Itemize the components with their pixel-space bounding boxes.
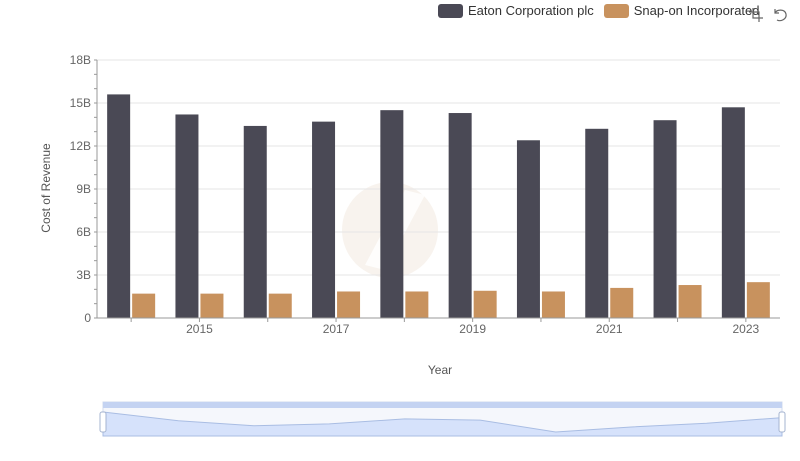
y-axis-title: Cost of Revenue: [39, 143, 53, 233]
data-zoom-slider[interactable]: [99, 401, 786, 437]
bar-snap-on-2015[interactable]: [200, 293, 224, 318]
legend: Eaton Corporation plc Snap-on Incorporat…: [438, 3, 770, 18]
bar-snap-on-2021[interactable]: [610, 287, 634, 318]
bar-eaton-2017[interactable]: [312, 121, 336, 318]
x-axis: 2015 2017 2019 2021 2023: [97, 317, 780, 336]
x-tick-label: 2015: [186, 322, 213, 336]
y-axis: 0 3B 6B 9B 12B 15B 18B: [70, 53, 98, 325]
bar-eaton-2020[interactable]: [516, 140, 540, 318]
x-axis-title: Year: [427, 363, 453, 377]
y-tick-label: 3B: [76, 268, 91, 282]
y-tick-label: 6B: [76, 225, 91, 239]
bar-snap-on-2020[interactable]: [541, 291, 565, 318]
bar-eaton-2023[interactable]: [721, 107, 745, 318]
zoom-drag-bar[interactable]: [103, 402, 782, 408]
bar-eaton-2021[interactable]: [585, 128, 609, 318]
legend-item-snap-on[interactable]: Snap-on Incorporated: [603, 3, 760, 18]
legend-item-eaton[interactable]: Eaton Corporation plc: [438, 3, 594, 18]
bar-snap-on-2019[interactable]: [473, 290, 497, 318]
zoom-icon[interactable]: [747, 6, 765, 24]
bar-snap-on-2016[interactable]: [268, 293, 292, 318]
grid: [97, 59, 780, 319]
legend-label-eaton: Eaton Corporation plc: [468, 3, 594, 18]
legend-swatch-eaton: [438, 3, 463, 18]
bar-eaton-2019[interactable]: [448, 113, 472, 319]
bar-eaton-2022[interactable]: [653, 120, 677, 318]
x-tick-label: 2021: [596, 322, 623, 336]
bars: [107, 94, 770, 319]
x-tick-label: 2023: [732, 322, 759, 336]
y-tick-label: 15B: [70, 96, 91, 110]
x-tick-label: 2017: [323, 322, 350, 336]
bar-snap-on-2018[interactable]: [405, 291, 429, 318]
y-tick-label: 9B: [76, 182, 91, 196]
bar-eaton-2014[interactable]: [107, 94, 131, 319]
bar-snap-on-2017[interactable]: [337, 291, 361, 318]
restore-icon[interactable]: [771, 6, 789, 24]
y-tick-label: 12B: [70, 139, 91, 153]
x-tick-label: 2019: [459, 322, 486, 336]
bar-eaton-2016[interactable]: [243, 125, 267, 318]
legend-label-snap-on: Snap-on Incorporated: [633, 3, 760, 18]
bar-snap-on-2023[interactable]: [746, 282, 770, 318]
bar-eaton-2015[interactable]: [175, 114, 199, 318]
zoom-handle-left[interactable]: [99, 411, 107, 433]
y-tick-label: 18B: [70, 53, 91, 67]
bar-snap-on-2014[interactable]: [132, 293, 156, 318]
bar-snap-on-2022[interactable]: [678, 285, 702, 318]
y-tick-label: 0: [84, 311, 91, 325]
zoom-handle-right[interactable]: [778, 411, 786, 433]
legend-swatch-snap-on: [603, 3, 629, 18]
bar-eaton-2018[interactable]: [380, 110, 404, 319]
zoom-preview-area: [102, 411, 783, 437]
toolbox: [747, 6, 795, 24]
